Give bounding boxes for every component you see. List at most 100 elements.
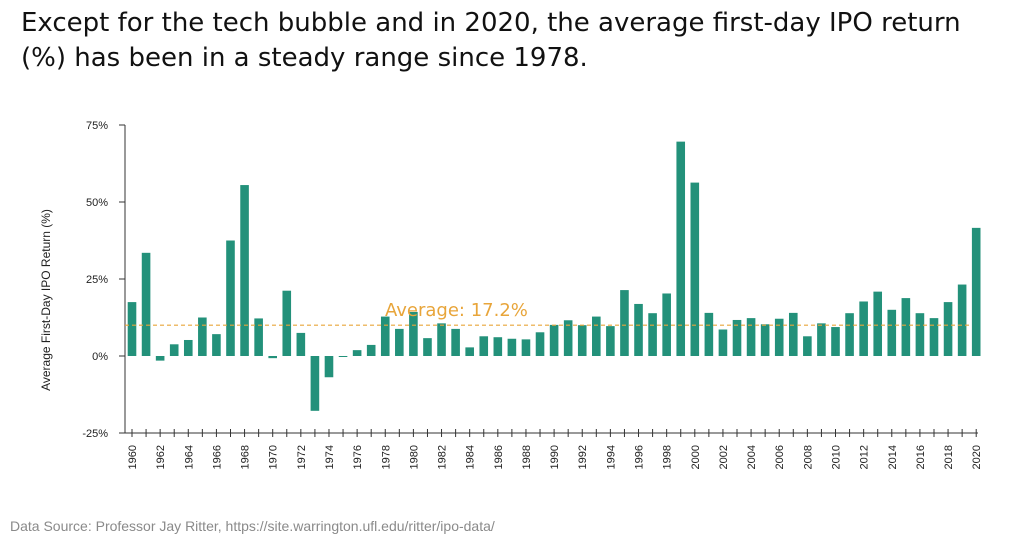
bar [380,316,390,356]
bar [521,339,531,356]
x-tick-label: 2014 [887,445,899,469]
bar [648,313,657,356]
bar [634,303,643,356]
bar [338,356,348,357]
bar [198,317,207,356]
bar [831,327,840,356]
bar [479,336,489,356]
x-tick-label: 1960 [127,445,139,469]
bar [817,323,826,356]
bar [141,252,151,356]
bar [704,312,714,356]
bar [929,318,939,356]
x-tick-label: 1980 [408,445,420,469]
bar [592,316,601,356]
x-tick-label: 2018 [943,445,955,469]
x-tick-label: 1976 [352,445,364,469]
bar [774,318,784,356]
bar [127,302,137,356]
x-tick-label: 1964 [183,445,195,469]
bar [746,318,756,356]
bar [873,291,883,356]
x-tick-label: 2010 [831,445,843,469]
x-tick-label: 1994 [605,445,617,469]
bar [887,309,897,356]
bar [268,356,277,359]
x-tick-label: 1998 [662,445,674,469]
bar [676,141,686,356]
average-marker: Average: 17.2% [125,300,970,326]
x-tick-label: 1966 [211,445,223,469]
y-axis-label: Average First-Day IPO Return (%) [39,209,53,391]
bar [155,356,165,361]
bar [760,324,770,356]
bar [915,313,925,356]
x-tick-label: 1982 [437,445,449,469]
bar [493,337,503,356]
bar [212,334,221,356]
y-tick-label: 50% [86,197,108,209]
x-tick-label: 2006 [774,445,786,469]
bar [563,320,573,356]
x-tick-label: 1972 [296,445,308,469]
bar [732,319,742,356]
bar [620,290,629,356]
chart-title: Except for the tech bubble and in 2020, … [21,8,961,73]
x-tick-label: 2012 [859,445,871,469]
bar [437,323,446,356]
bar [423,338,432,356]
bar [451,328,460,356]
bar [366,344,376,356]
data-source-note: Data Source: Professor Jay Ritter, https… [10,518,495,534]
bar [169,344,179,356]
bar [535,332,545,356]
bar [310,356,320,411]
x-tick-label: 1988 [521,445,533,469]
bar [409,311,418,356]
x-tick-label: 2016 [915,445,927,469]
bar [943,302,953,356]
average-label: Average: 17.2% [385,300,528,321]
x-tick-label: 1978 [380,445,392,469]
bar [859,301,868,356]
x-tick-label: 1962 [155,445,167,469]
bar [845,313,854,356]
bar [690,182,700,356]
bar [788,312,798,356]
bar [971,227,981,356]
y-tick-label: 75% [86,120,108,132]
y-tick-label: -25% [82,428,108,440]
x-tick-label: 1996 [634,445,646,469]
x-tick-label: 2002 [718,445,730,469]
bar [282,290,292,356]
x-tick-label: 1990 [549,445,561,469]
x-axis: 1960 1962 1964 1966 1968 1970 1972 1974 1976 1978… [125,429,983,469]
bar [507,338,517,356]
x-tick-label: 2020 [971,445,983,469]
bar [465,347,474,356]
bar [577,325,587,356]
bar-chart: -25% 0% 25% 50% 75% 1960 1962 1964 1966 1968 1970… [39,120,983,469]
bar [296,332,306,356]
y-tick-label: 0% [92,351,108,363]
x-tick-label: 2000 [690,445,702,469]
x-tick-label: 1992 [577,445,589,469]
bar [549,324,559,356]
bar [226,240,235,356]
y-axis: -25% 0% 25% 50% 75% [82,120,126,440]
x-tick-label: 1974 [324,445,336,469]
bar [352,350,362,356]
bar [240,185,249,356]
x-tick-label: 1986 [493,445,505,469]
x-tick-label: 1984 [465,445,477,469]
bar [718,329,728,356]
bars [127,141,981,411]
bar [606,326,615,356]
y-tick-label: 25% [86,274,108,286]
bar [803,336,812,356]
bar [901,298,911,356]
bar [957,284,967,356]
x-tick-label: 1970 [268,445,280,469]
bar [183,339,193,356]
bar [254,318,263,356]
